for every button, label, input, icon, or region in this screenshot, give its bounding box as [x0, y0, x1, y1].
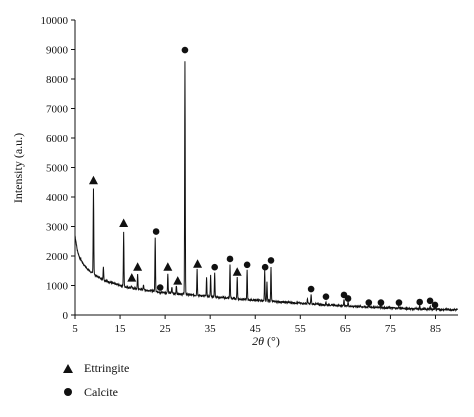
calcite-marker	[243, 261, 251, 269]
x-tick-label: 65	[340, 323, 352, 335]
calcite-marker	[395, 299, 403, 306]
ettringite-marker	[232, 267, 242, 276]
y-axis-title: Intensity (a.u.)	[11, 133, 25, 203]
calcite-marker	[156, 284, 164, 291]
y-tick-label: 6000	[46, 133, 69, 145]
y-axis-ticks: 0 1000 2000 3000 4000 5000 6000 7000 8000 9000 100…	[41, 15, 75, 322]
ettringite-marker	[127, 273, 137, 282]
calcite-marker	[211, 263, 218, 271]
x-tick-label: 85	[430, 323, 442, 335]
triangle-icon	[58, 363, 78, 373]
x-tick-label: 55	[295, 323, 307, 335]
legend-label: Ettringite	[84, 360, 130, 375]
x-tick-label: 75	[385, 323, 397, 335]
x-tick-label: 5	[72, 323, 78, 335]
circle-icon	[58, 388, 78, 396]
ettringite-marker	[133, 262, 143, 271]
x-axis-title-symbol: 2θ	[252, 334, 264, 348]
y-tick-label: 1000	[46, 281, 69, 293]
calcite-marker	[261, 263, 269, 271]
y-tick-label: 4000	[46, 192, 69, 204]
y-tick-label: 0	[63, 310, 69, 322]
legend-label: Calcite	[84, 384, 118, 399]
legend-item-calcite: Calcite	[58, 380, 258, 404]
ettringite-marker	[193, 259, 203, 268]
calcite-marker	[181, 46, 189, 54]
calcite-marker	[152, 228, 160, 235]
x-axis-title-unit: (°)	[264, 334, 280, 348]
calcite-marker	[377, 299, 385, 306]
xrd-chart: 0 1000 2000 3000 4000 5000 6000 7000 8000 9000 100…	[11, 15, 458, 348]
ettringite-marker	[119, 218, 129, 228]
x-tick-label: 35	[205, 323, 217, 335]
calcite-marker	[344, 295, 352, 302]
diffraction-pattern-line	[74, 61, 458, 313]
calcite-marker	[365, 299, 373, 306]
y-tick-label: 10000	[41, 15, 69, 27]
y-tick-label: 8000	[46, 74, 69, 86]
ettringite-marker	[173, 276, 183, 285]
calcite-marker	[226, 255, 234, 263]
calcite-marker	[431, 301, 439, 309]
x-tick-label: 15	[115, 323, 127, 335]
x-axis-ticks: 5 15 25 35 45 55 65 75 85	[72, 315, 441, 335]
calcite-marker	[426, 297, 434, 305]
x-tick-label: 25	[160, 323, 172, 335]
phase-markers	[88, 46, 439, 309]
calcite-marker	[307, 285, 315, 293]
legend-item-ettringite: Ettringite	[58, 356, 258, 380]
y-tick-label: 7000	[46, 104, 69, 116]
y-tick-label: 5000	[46, 163, 69, 175]
x-tick-label: 45	[250, 323, 262, 335]
y-tick-label: 3000	[46, 222, 69, 234]
calcite-marker	[322, 293, 330, 301]
x-axis-title: 2θ (°)	[252, 334, 280, 348]
ettringite-marker	[88, 175, 98, 185]
calcite-marker	[267, 257, 275, 264]
ettringite-marker	[163, 262, 173, 271]
legend: Ettringite Calcite	[58, 356, 258, 411]
y-tick-label: 9000	[46, 45, 69, 57]
calcite-marker	[416, 298, 424, 306]
y-tick-label: 2000	[46, 251, 69, 263]
